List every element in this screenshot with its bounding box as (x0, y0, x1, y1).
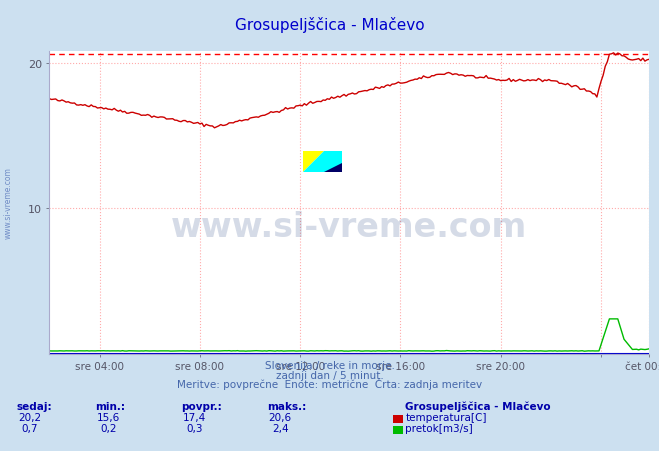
Text: 15,6: 15,6 (97, 412, 121, 422)
Text: 20,6: 20,6 (268, 412, 292, 422)
Text: sedaj:: sedaj: (16, 400, 52, 410)
Text: min.:: min.: (96, 400, 126, 410)
Text: pretok[m3/s]: pretok[m3/s] (405, 423, 473, 433)
Text: Meritve: povprečne  Enote: metrične  Črta: zadnja meritev: Meritve: povprečne Enote: metrične Črta:… (177, 377, 482, 389)
Text: maks.:: maks.: (267, 400, 306, 410)
Text: 0,7: 0,7 (21, 423, 38, 433)
Text: www.si-vreme.com: www.si-vreme.com (171, 211, 527, 244)
Text: zadnji dan / 5 minut.: zadnji dan / 5 minut. (275, 370, 384, 380)
Text: 17,4: 17,4 (183, 412, 206, 422)
Text: 20,2: 20,2 (18, 412, 42, 422)
Text: temperatura[C]: temperatura[C] (405, 412, 487, 422)
Text: www.si-vreme.com: www.si-vreme.com (4, 167, 13, 239)
Text: Slovenija / reke in morje.: Slovenija / reke in morje. (264, 360, 395, 370)
Polygon shape (302, 152, 342, 173)
Text: 0,3: 0,3 (186, 423, 203, 433)
Text: 0,2: 0,2 (100, 423, 117, 433)
Text: Grosupeljščica - Mlačevo: Grosupeljščica - Mlačevo (405, 400, 551, 410)
Text: Grosupeljščica - Mlačevo: Grosupeljščica - Mlačevo (235, 17, 424, 33)
Polygon shape (302, 152, 324, 173)
Text: 2,4: 2,4 (272, 423, 289, 433)
Text: povpr.:: povpr.: (181, 400, 222, 410)
Polygon shape (324, 163, 342, 173)
